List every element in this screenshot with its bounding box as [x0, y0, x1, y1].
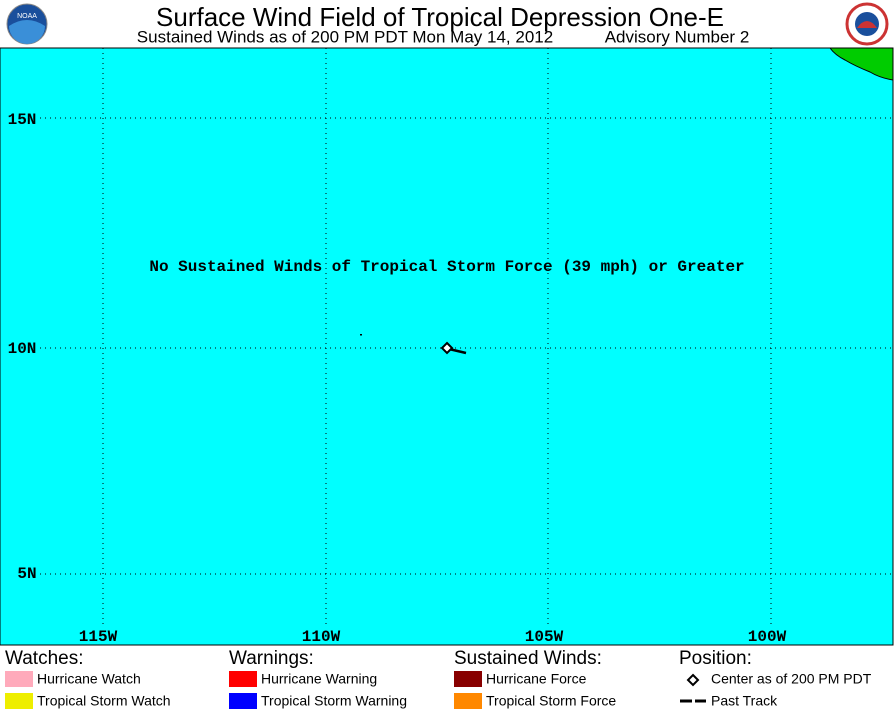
noaa-logo: NOAA [6, 3, 48, 45]
subtitle: Sustained Winds as of 200 PM PDT Mon May… [137, 27, 553, 46]
swatch [229, 671, 257, 687]
legend-heading: Position: [679, 648, 752, 669]
legend-item: Hurricane Force [486, 671, 587, 687]
legend: Watches: Hurricane Watch Tropical Storm … [5, 648, 872, 709]
legend-item: Hurricane Warning [261, 671, 377, 687]
longitude-label: 100W [748, 628, 787, 646]
title: Surface Wind Field of Tropical Depressio… [156, 2, 724, 32]
message: No Sustained Winds of Tropical Storm For… [149, 258, 744, 276]
swatch [454, 671, 482, 687]
longitude-label: 115W [79, 628, 118, 646]
land [829, 47, 894, 81]
advisory: Advisory Number 2 [605, 27, 750, 46]
legend-heading: Watches: [5, 648, 84, 669]
legend-item: Tropical Storm Watch [37, 693, 171, 709]
latitude-label: 10N [8, 340, 37, 358]
latitude-label: 15N [8, 111, 37, 129]
legend-item: Center as of 200 PM PDT [711, 671, 872, 687]
legend-item: Tropical Storm Force [486, 693, 616, 709]
swatch [229, 693, 257, 709]
legend-heading: Sustained Winds: [454, 648, 602, 669]
legend-item: Tropical Storm Warning [261, 693, 407, 709]
legend-item: Hurricane Watch [37, 671, 141, 687]
swatch [5, 693, 33, 709]
logo-label: NOAA [17, 13, 37, 20]
track-point [360, 334, 362, 336]
legend-item: Past Track [711, 693, 778, 709]
latitude-label: 5N [17, 565, 36, 583]
swatch [454, 693, 482, 709]
center-symbol [686, 673, 700, 687]
longitude-label: 110W [302, 628, 341, 646]
nws-logo [845, 2, 889, 46]
swatch [5, 671, 33, 687]
past-track [448, 347, 467, 355]
longitude-label: 105W [525, 628, 564, 646]
center-marker [440, 341, 454, 355]
legend-heading: Warnings: [229, 648, 314, 669]
